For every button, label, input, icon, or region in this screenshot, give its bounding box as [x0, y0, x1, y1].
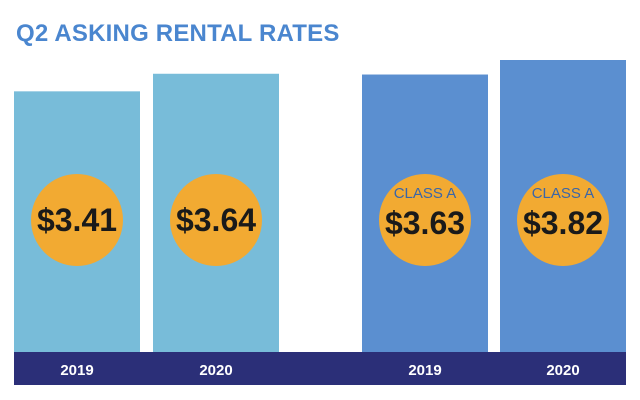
value-label-3: $3.63 — [385, 205, 465, 241]
bar-tag-3: CLASS A — [394, 185, 457, 202]
chart-title: Q2 ASKING RENTAL RATES — [16, 20, 340, 47]
value-label-1: $3.41 — [37, 202, 117, 238]
value-label-2: $3.64 — [176, 202, 256, 238]
x-tick-label-4: 2020 — [546, 362, 579, 379]
x-axis-band — [14, 352, 626, 385]
x-tick-label-1: 2019 — [60, 362, 93, 379]
bars-layer: $3.41 $3.64 CLASS A $3.63 CLASS A $3.82 — [14, 60, 626, 353]
x-tick-label-2: 2020 — [199, 362, 232, 379]
value-circle-1 — [31, 174, 123, 266]
x-tick-label-3: 2019 — [408, 362, 441, 379]
value-circle-2 — [170, 174, 262, 266]
bar-tag-4: CLASS A — [532, 185, 595, 202]
value-circle-4 — [517, 174, 609, 266]
value-circle-3 — [379, 174, 471, 266]
value-label-4: $3.82 — [523, 205, 603, 241]
x-axis-ticks: 2019 2020 2019 2020 — [60, 362, 579, 379]
